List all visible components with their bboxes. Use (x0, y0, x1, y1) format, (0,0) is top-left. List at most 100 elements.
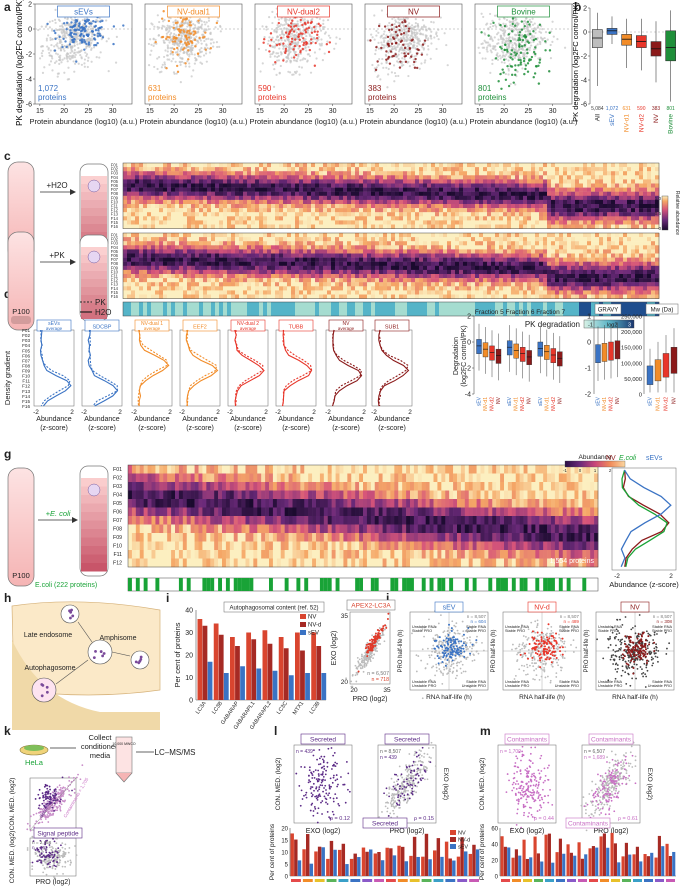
bg-point (152, 44, 155, 47)
heatmap-pk-cell (207, 233, 212, 238)
data-point (188, 29, 191, 32)
heatmap-h2o-cell (523, 224, 528, 229)
panel-c: P100P100+H2O+PKF01F02F03F04F05F06F07F08F… (7, 161, 680, 331)
heatmap-h2o-cell (611, 183, 616, 188)
heatmap-h2o-cell (371, 167, 376, 172)
heatmap-h2o-cell (487, 191, 492, 196)
bg-point (371, 63, 374, 67)
heatmap-h2o-cell (307, 212, 312, 217)
heatmap-h2o-cell (539, 167, 544, 172)
bg-point (276, 59, 279, 62)
bg-point (384, 53, 387, 56)
heatmap-h2o-cell (647, 212, 652, 217)
heatmap-h2o-cell (319, 191, 324, 196)
heatmap-pk-cell (387, 233, 392, 238)
heatmap-h2o-cell (451, 171, 456, 176)
heatmap-h2o-cell (443, 199, 448, 205)
y-tick-label: 0 (583, 30, 587, 37)
heatmap-h2o-cell (603, 183, 608, 188)
heatmap-h2o-cell (391, 224, 396, 229)
bg-point (63, 71, 66, 74)
bg-point (387, 51, 390, 54)
heatmap-h2o-cell (603, 216, 608, 221)
heatmap-h2o-cell (443, 163, 448, 168)
heatmap-h2o-cell (467, 187, 472, 192)
heatmap-pk-cell (455, 233, 460, 238)
heatmap-h2o-cell (215, 195, 220, 201)
heatmap-h2o-cell (259, 191, 264, 196)
heatmap-h2o-cell (587, 208, 592, 213)
heatmap-h2o-cell (543, 220, 548, 225)
heatmap-h2o-cell (175, 220, 180, 225)
heatmap-h2o-cell (227, 191, 232, 196)
data-point (53, 49, 57, 52)
heatmap-h2o-cell (463, 179, 468, 184)
data-point (532, 30, 535, 33)
heatmap-h2o-cell (583, 224, 588, 229)
heatmap-h2o-cell (615, 208, 620, 213)
bg-point (193, 53, 196, 56)
heatmap-pk-cell (511, 233, 516, 238)
heatmap-h2o-cell (479, 175, 484, 180)
heatmap-h2o-cell (167, 175, 172, 180)
heatmap-h2o-cell (347, 204, 352, 209)
heatmap-h2o-cell (259, 167, 264, 172)
heatmap-h2o-cell (279, 204, 284, 209)
heatmap-h2o-cell (259, 220, 264, 225)
data-point (390, 42, 394, 45)
bg-point (525, 55, 528, 58)
heatmap-h2o-cell (431, 179, 436, 184)
data-point (404, 60, 408, 64)
heatmap-h2o-cell (475, 187, 480, 192)
heatmap-h2o-cell (527, 187, 532, 192)
bg-point (92, 46, 96, 49)
bg-point (507, 69, 510, 72)
heatmap-h2o-cell (651, 163, 656, 168)
data-point (62, 37, 65, 41)
bg-point (172, 57, 175, 60)
heatmap-h2o-cell (187, 220, 192, 225)
heatmap-h2o-cell (171, 199, 176, 205)
bg-point (289, 35, 292, 38)
heatmap-h2o-cell (195, 199, 200, 205)
heatmap-h2o-cell (375, 220, 380, 225)
heatmap-h2o-cell (123, 195, 128, 201)
heatmap-h2o-cell (547, 171, 552, 176)
bg-point (192, 27, 195, 30)
bg-point (408, 65, 411, 68)
heatmap-h2o-cell (487, 167, 492, 172)
heatmap-h2o-cell (303, 212, 308, 217)
data-point (538, 58, 542, 62)
heatmap-h2o-cell (347, 224, 352, 229)
heatmap-h2o-cell (455, 220, 460, 225)
heatmap-h2o-cell (243, 183, 248, 188)
heatmap-h2o-cell (351, 195, 356, 201)
heatmap-h2o-cell (167, 179, 172, 184)
bg-point (385, 66, 388, 69)
bg-point (430, 42, 433, 45)
bg-point (435, 34, 439, 38)
heatmap-h2o-cell (595, 183, 600, 188)
heatmap-h2o-cell (283, 212, 288, 217)
bg-point (283, 26, 286, 30)
heatmap-h2o-cell (295, 167, 300, 172)
data-point (83, 38, 86, 42)
bg-point (523, 53, 526, 56)
heatmap-h2o-cell (263, 171, 268, 176)
heatmap-h2o-cell (603, 167, 608, 172)
heatmap-h2o-cell (551, 175, 556, 180)
heatmap-h2o-cell (251, 163, 256, 168)
heatmap-h2o-cell (215, 220, 220, 225)
heatmap-h2o-cell (255, 183, 260, 188)
bg-point (378, 22, 381, 26)
data-point (299, 18, 303, 22)
bg-point (508, 46, 511, 49)
heatmap-h2o-cell (151, 208, 156, 213)
heatmap-h2o-cell (359, 175, 364, 180)
bg-point (165, 32, 168, 35)
heatmap-h2o-cell (331, 183, 336, 188)
heatmap-h2o-cell (291, 175, 296, 180)
data-point (308, 48, 312, 52)
heatmap-h2o-cell (235, 195, 240, 201)
heatmap-h2o-cell (311, 208, 316, 213)
